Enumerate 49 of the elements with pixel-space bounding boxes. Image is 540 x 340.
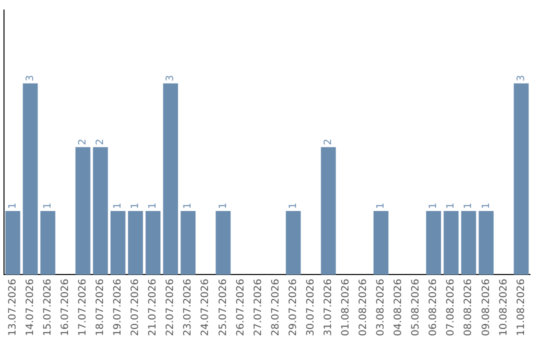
x-tick-label: 26.07.2026: [235, 278, 246, 336]
data-label: 1: [130, 202, 142, 209]
x-tick-label: 11.08.2026: [516, 278, 527, 336]
x-tick-label: 22.07.2026: [165, 278, 176, 336]
x-tick-label: 25.07.2026: [218, 278, 229, 336]
data-label: 1: [7, 202, 18, 209]
data-label: 1: [480, 202, 492, 209]
data-label: 2: [322, 138, 334, 146]
x-tick-label: 02.08.2026: [358, 278, 370, 336]
data-label: 3: [516, 74, 527, 82]
x-tick-label: 07.08.2026: [446, 278, 457, 336]
x-tick-label: 09.08.2026: [480, 278, 492, 336]
data-label: 1: [182, 202, 194, 209]
data-label: 1: [446, 202, 457, 209]
data-label: 1: [112, 202, 124, 209]
x-tick-label: 23.07.2026: [182, 278, 194, 336]
x-tick-label: 16.07.2026: [60, 278, 71, 336]
data-label: 1: [42, 202, 54, 209]
data-label: 2: [77, 138, 88, 146]
x-tick-label: 27.07.2026: [252, 278, 264, 336]
x-tick-label: 13.07.2026: [7, 278, 18, 336]
data-label: 1: [288, 202, 299, 209]
x-tick-label: 30.07.2026: [305, 278, 316, 336]
x-tick-label: 05.08.2026: [410, 278, 422, 336]
data-label: 1: [218, 202, 229, 209]
x-tick-label: 17.07.2026: [77, 278, 88, 336]
x-tick-label: 21.07.2026: [148, 278, 159, 336]
x-tick-label: 31.07.2026: [322, 278, 334, 336]
x-tick-label: 04.08.2026: [393, 278, 404, 336]
x-tick-label: 15.07.2026: [42, 278, 54, 336]
x-tick-label: 03.08.2026: [376, 278, 387, 336]
x-tick-label: 29.07.2026: [288, 278, 299, 336]
data-label: 1: [148, 202, 159, 209]
x-tick-label: 14.07.2026: [24, 278, 36, 336]
x-tick-label: 20.07.2026: [130, 278, 142, 336]
x-tick-label: 28.07.2026: [270, 278, 282, 336]
x-tick-label: 18.07.2026: [95, 278, 106, 336]
x-tick-label: 06.08.2026: [428, 278, 440, 336]
data-label: 3: [24, 74, 36, 82]
data-label: 3: [165, 74, 176, 82]
data-label: 1: [428, 202, 440, 209]
x-tick-label: 10.08.2026: [498, 278, 510, 336]
x-tick-label: 01.08.2026: [340, 278, 352, 336]
x-tick-label: 08.08.2026: [463, 278, 474, 336]
data-label: 1: [463, 202, 474, 209]
x-tick-label: 24.07.2026: [200, 278, 212, 336]
data-label: 2: [95, 138, 106, 146]
x-tick-label: 19.07.2026: [112, 278, 124, 336]
data-label: 1: [376, 202, 387, 209]
